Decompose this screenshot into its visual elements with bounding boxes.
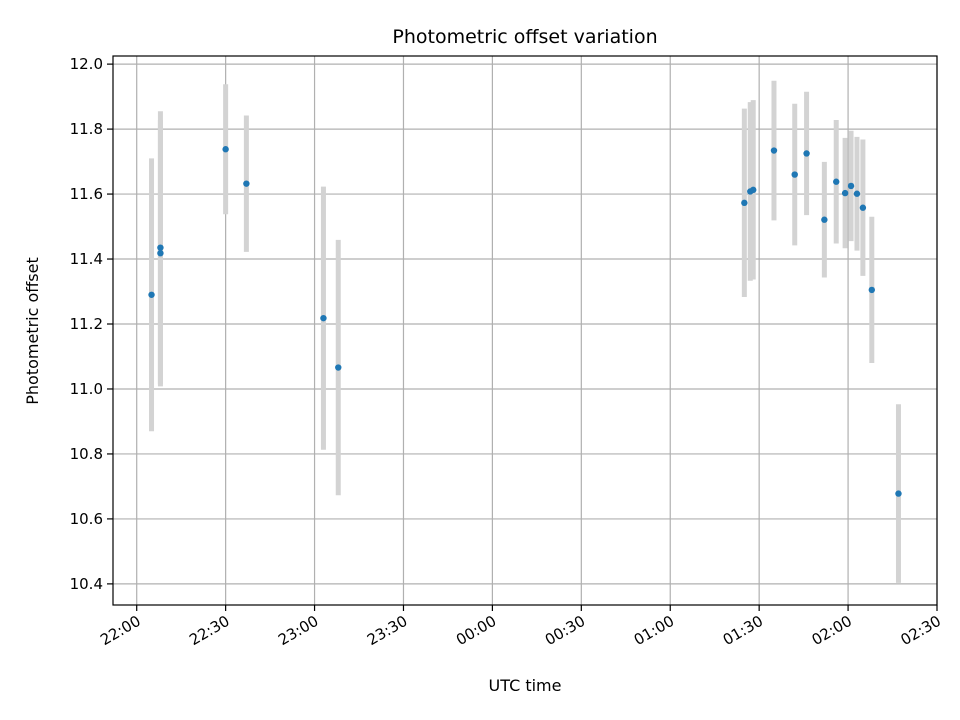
chart-title: Photometric offset variation [392, 26, 657, 48]
data-point [853, 190, 861, 197]
data-point [157, 249, 164, 257]
data-point [868, 286, 875, 294]
plot-frame [112, 55, 938, 606]
y-tick-label: 11.6 [70, 185, 103, 203]
y-tick-label: 10.4 [70, 575, 103, 593]
data-point [335, 364, 342, 371]
y-tick-label: 11.0 [70, 380, 103, 398]
data-point [320, 314, 327, 322]
y-axis-label: Photometric offset [23, 257, 42, 405]
data-point [821, 216, 828, 223]
data-point [770, 147, 778, 154]
y-tick-label: 10.6 [70, 510, 103, 528]
x-axis-label: UTC time [489, 676, 562, 695]
data-point [157, 244, 164, 251]
y-tick-label: 11.2 [70, 315, 103, 333]
data-points [148, 146, 902, 497]
grid [113, 56, 938, 605]
data-point [833, 178, 840, 185]
data-point [741, 199, 748, 207]
data-point [847, 182, 855, 190]
y-tick-label: 11.4 [70, 250, 103, 268]
data-point [750, 186, 757, 194]
y-tick-label: 10.8 [70, 445, 103, 463]
data-point [803, 150, 810, 157]
data-point [243, 180, 250, 187]
data-point [841, 189, 849, 197]
data-point [222, 146, 229, 153]
y-tick-label: 11.8 [70, 120, 103, 138]
y-tick-label: 12.0 [70, 55, 103, 73]
data-point [895, 490, 902, 497]
data-point [859, 204, 867, 211]
data-point [791, 171, 798, 178]
y-axis-ticks: 10.4 10.6 10.8 11.0 11.2 11.4 11.6 11.8 12.0 [70, 55, 113, 593]
data-point [148, 291, 155, 298]
